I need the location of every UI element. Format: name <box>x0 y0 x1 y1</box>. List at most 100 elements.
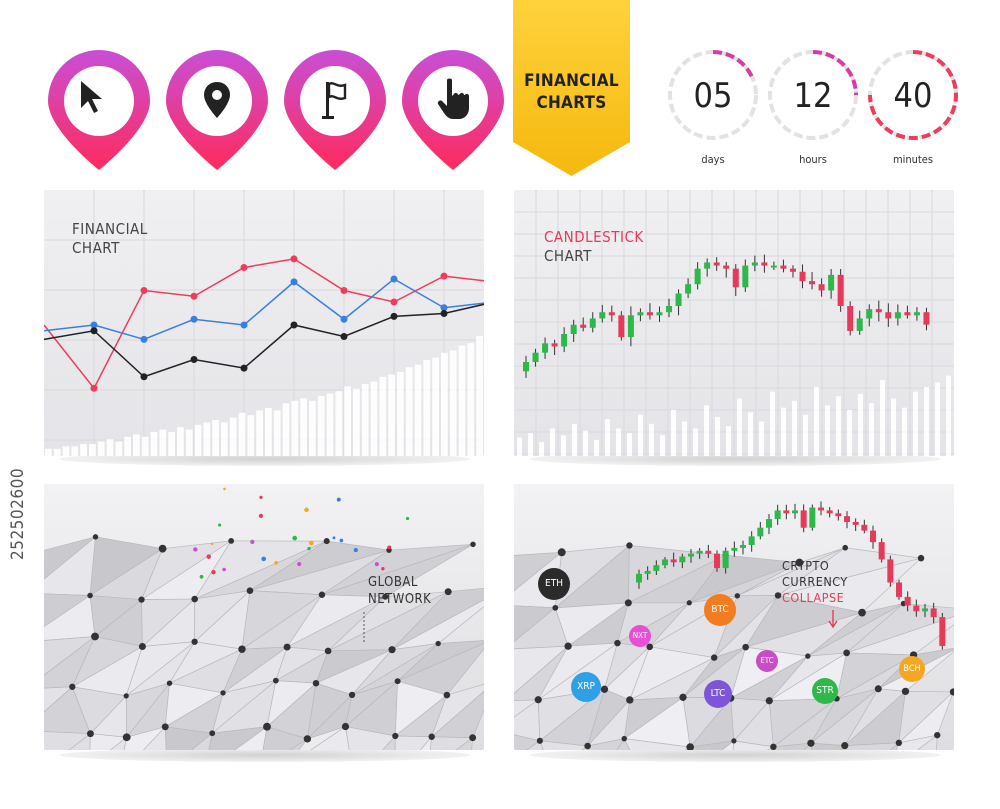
mesh-triangle <box>89 733 128 750</box>
map-pin-2 <box>164 48 270 172</box>
mesh-triangle <box>420 735 433 750</box>
candle-body <box>589 318 596 328</box>
countdown-days-value: 05 <box>693 76 733 116</box>
network-node <box>394 678 401 685</box>
candle-body <box>847 306 854 331</box>
coin-nxt: NXT <box>629 625 651 647</box>
confetti-dot <box>353 548 358 553</box>
candle-body <box>923 312 930 325</box>
mesh-triangle <box>123 726 167 750</box>
volume-bar <box>458 345 466 456</box>
network-node <box>534 696 542 704</box>
confetti-dot <box>261 556 267 562</box>
data-point <box>190 292 198 300</box>
confetti-dot <box>304 507 309 513</box>
candle-body <box>861 524 868 531</box>
network-node <box>843 649 851 657</box>
cursor-arrow-icon <box>81 81 105 115</box>
candle-body <box>835 513 842 517</box>
countdown-ring-days <box>668 50 758 140</box>
network-node <box>841 742 849 750</box>
network-node <box>731 738 737 744</box>
countdown-ring-minutes <box>868 50 958 140</box>
network-node <box>621 735 627 742</box>
candle-body <box>904 596 911 606</box>
candle-body <box>618 315 625 338</box>
mesh-triangle <box>289 738 308 750</box>
volume-bar <box>432 357 439 456</box>
volume-bar <box>353 388 360 456</box>
data-point <box>440 310 448 317</box>
network-node <box>469 734 477 742</box>
volume-bar <box>133 434 140 456</box>
candlestick-chart <box>514 190 954 456</box>
confetti-dot <box>374 562 379 567</box>
candle-body <box>742 265 749 288</box>
title-line-1: GLOBAL <box>368 575 418 590</box>
network-node <box>191 638 198 645</box>
confetti-dot <box>307 546 311 551</box>
network-node <box>917 554 925 562</box>
banner-title: FINANCIAL CHARTS <box>513 70 630 114</box>
candle-body <box>809 507 816 528</box>
candle-body <box>904 312 911 316</box>
candle-body <box>542 343 549 353</box>
pin-shape <box>284 50 386 170</box>
volume-bar <box>423 360 431 456</box>
volume-bar <box>80 444 87 456</box>
network-node <box>895 739 903 747</box>
coin-etc: ETC <box>756 650 778 672</box>
network-node <box>795 558 804 567</box>
candle-body <box>792 510 798 514</box>
candle-body <box>570 324 577 334</box>
candle-body <box>688 553 694 557</box>
title-line-2: CHART <box>72 239 120 257</box>
candle-body <box>740 545 746 548</box>
mesh-triangle <box>429 736 474 750</box>
volume-bar <box>825 405 830 456</box>
network-node <box>228 537 235 544</box>
candle-body <box>761 262 768 266</box>
volume-bar <box>539 442 544 456</box>
volume-bar <box>836 396 841 456</box>
volume-bar <box>891 398 896 456</box>
location-pin-icon <box>204 82 230 118</box>
data-point <box>440 304 448 312</box>
volume-bar <box>97 441 105 456</box>
candle-body <box>608 312 615 316</box>
volume-bar <box>627 433 632 456</box>
mesh-triangle <box>721 740 735 750</box>
volume-bar <box>449 350 457 456</box>
network-node <box>238 645 246 653</box>
candle-body <box>837 274 844 306</box>
volume-bar <box>203 422 211 456</box>
mesh-triangle <box>68 732 91 750</box>
candle-body <box>713 262 720 266</box>
volume-bar <box>317 396 325 456</box>
confetti-dot <box>259 495 263 499</box>
volume-bar <box>726 426 731 456</box>
panel-shadow <box>60 748 470 762</box>
volume-bar <box>256 410 263 456</box>
network-node <box>91 632 99 641</box>
candle-body <box>844 516 850 522</box>
volume-bar <box>913 391 918 456</box>
network-node <box>191 595 198 603</box>
candle-body <box>599 312 606 319</box>
volume-bar <box>397 372 404 456</box>
volume-bar <box>616 428 621 456</box>
confetti-dot <box>211 569 216 575</box>
network-node <box>428 733 435 740</box>
mesh-triangle <box>896 734 938 750</box>
network-node <box>323 538 330 545</box>
candle-body <box>757 527 764 537</box>
network-node <box>734 593 741 599</box>
network-node <box>272 677 279 684</box>
candle-body <box>751 262 758 266</box>
data-point <box>90 321 98 329</box>
network-node <box>86 730 94 738</box>
confetti-dot <box>211 542 214 546</box>
confetti-dot <box>292 535 298 541</box>
candle-body <box>679 556 686 563</box>
volume-bar <box>561 435 566 456</box>
